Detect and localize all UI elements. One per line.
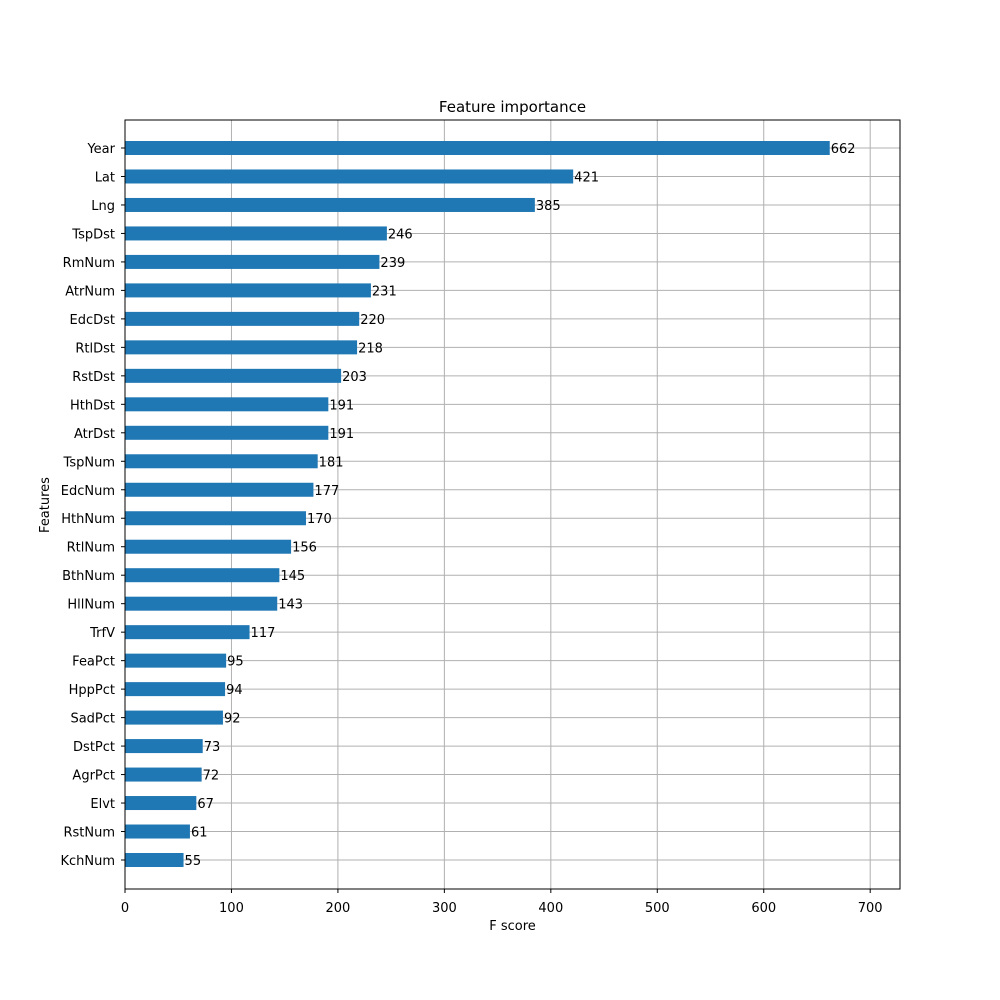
data-label: 145 (280, 569, 305, 584)
bar-dstpct (125, 739, 203, 754)
bar-lat (125, 169, 574, 184)
bar-hthnum (125, 511, 306, 526)
data-label: 191 (329, 427, 354, 442)
y-tick-label: RstNum (63, 826, 115, 841)
y-tick-label: AgrPct (72, 769, 115, 784)
data-label: 92 (224, 712, 241, 727)
bar-sadpct (125, 710, 223, 725)
data-label: 421 (574, 170, 599, 185)
bar-rstnum (125, 824, 190, 839)
bar-rtlnum (125, 539, 292, 554)
data-label: 220 (360, 313, 385, 328)
bar-edcdst (125, 311, 360, 326)
x-axis-label: F score (489, 919, 536, 934)
y-tick-label: TspDst (71, 227, 115, 242)
x-tick-label: 600 (751, 901, 776, 916)
y-tick-label: Year (86, 142, 115, 157)
bar-trfv (125, 625, 250, 640)
data-label: 156 (292, 541, 317, 556)
data-label: 191 (329, 398, 354, 413)
data-label: 61 (191, 826, 208, 841)
bar-atrdst (125, 425, 329, 440)
y-tick-label: SadPct (70, 712, 115, 727)
y-tick-label: KchNum (60, 854, 115, 869)
data-label: 143 (278, 598, 303, 613)
data-label: 181 (319, 455, 344, 470)
x-tick-label: 400 (538, 901, 563, 916)
data-label: 95 (227, 655, 244, 670)
bar-tspdst (125, 226, 387, 241)
y-axis-label: Features (38, 477, 53, 533)
y-tick-label: BthNum (62, 569, 115, 584)
y-tick-label: HthDst (70, 398, 115, 413)
bar-bthnum (125, 568, 280, 583)
y-tick-label: HllNum (67, 598, 115, 613)
tick-layer: 0 100 200 300 400 500 600 700 Year Lat Lng TspDst Rm… (60, 142, 882, 916)
y-tick-label: AtrNum (65, 284, 115, 299)
y-tick-label: EdcNum (61, 484, 115, 499)
axes-frame (124, 119, 901, 890)
x-tick-label: 200 (325, 901, 350, 916)
data-label: 67 (197, 797, 214, 812)
bar-hllnum (125, 596, 278, 611)
bar-rstdst (125, 368, 342, 383)
y-tick-label: FeaPct (72, 655, 115, 670)
bar-agrpct (125, 767, 202, 782)
data-label: 246 (388, 227, 413, 242)
bar-kchnum (125, 853, 184, 867)
data-label-layer: 662 421 385 246 239 231 220 218 203 191 191 181 177 1… (185, 142, 856, 869)
x-tick-label: 700 (858, 901, 883, 916)
data-label: 55 (185, 854, 202, 869)
data-label: 662 (831, 142, 856, 157)
y-tick-label: RstDst (72, 370, 115, 385)
data-label: 385 (536, 199, 561, 214)
y-tick-label: TspNum (63, 455, 115, 470)
y-tick-label: HppPct (69, 683, 115, 698)
data-label: 170 (307, 512, 332, 527)
chart-title: Feature importance (439, 98, 586, 116)
data-label: 94 (226, 683, 243, 698)
bar-edcnum (125, 482, 314, 497)
data-label: 177 (314, 484, 339, 499)
x-tick-label: 500 (645, 901, 670, 916)
x-tick-label: 300 (432, 901, 457, 916)
bar-atrnum (125, 283, 371, 298)
bar-feapct (125, 653, 227, 668)
bar-hthdst (125, 397, 329, 412)
bar-layer (125, 141, 830, 867)
data-label: 117 (251, 626, 276, 641)
bar-tspnum (125, 454, 318, 469)
y-tick-label: DstPct (73, 740, 115, 755)
data-label: 231 (372, 284, 397, 299)
y-tick-label: RtlNum (67, 541, 115, 556)
y-tick-label: RmNum (63, 256, 115, 271)
x-tick-label: 100 (219, 901, 244, 916)
y-tick-label: Elvt (90, 797, 115, 812)
bar-elvt (125, 796, 197, 811)
data-label: 239 (380, 256, 405, 271)
bar-rtldst (125, 340, 358, 355)
bar-rmnum (125, 254, 380, 269)
bar-lng (125, 197, 535, 212)
data-label: 218 (358, 341, 383, 356)
x-tick-label: 0 (121, 901, 129, 916)
y-tick-label: TrfV (89, 626, 115, 641)
data-label: 73 (204, 740, 221, 755)
y-tick-label: AtrDst (74, 427, 115, 442)
y-tick-label: RtlDst (75, 341, 115, 356)
bar-hpppct (125, 682, 226, 697)
y-tick-label: EdcDst (70, 313, 116, 328)
y-tick-label: Lat (95, 170, 115, 185)
data-label: 203 (342, 370, 367, 385)
y-tick-label: HthNum (61, 512, 115, 527)
y-tick-label: Lng (91, 199, 115, 214)
data-label: 72 (203, 769, 220, 784)
bar-year (125, 141, 830, 155)
